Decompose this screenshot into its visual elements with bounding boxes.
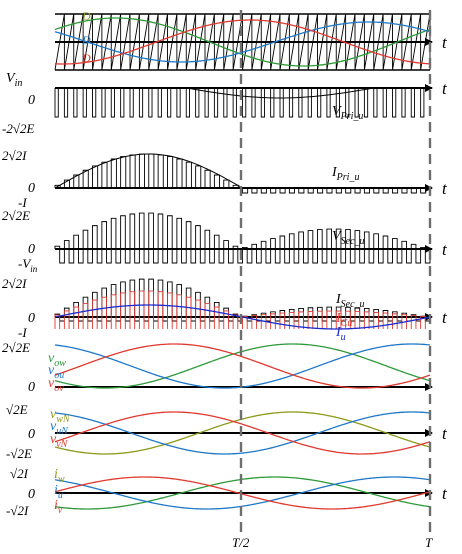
- iv-curve: [54, 476, 431, 510]
- half-period-label: T/2: [232, 535, 250, 550]
- duty-curve-a: [54, 17, 431, 67]
- y-bottom-label: -√2E: [6, 446, 32, 461]
- panel-isec: 2√2I 0 -I ISec_u ICu Iu t: [2, 276, 448, 343]
- y-top-label: √2E: [6, 402, 28, 417]
- time-label: t: [442, 240, 448, 259]
- panel-ipri: 2√2I 0 -I IPri_u t: [2, 148, 448, 210]
- y-bottom-label: -Vin: [18, 256, 38, 274]
- vsec-curve-label: VSec_u: [332, 229, 364, 247]
- y-top-label: 2√2I: [2, 148, 27, 163]
- y-top-label: 2√2E: [2, 208, 30, 223]
- vvn-label: vvN: [50, 432, 69, 450]
- panel-iout: √2I 0 -√2I iw iu iv t: [6, 466, 448, 518]
- panel-vsec: 2√2E 0 -Vin VSec_u t: [2, 208, 448, 274]
- duty-label-c: D: [81, 51, 91, 65]
- y-top-label: √2I: [10, 466, 29, 481]
- y-top-label: 2√2I: [2, 276, 27, 291]
- panel-carrier: D D D t: [54, 9, 448, 71]
- panel-vpri: Vin 0 -2√2E VPri_u t: [2, 71, 448, 136]
- y-bottom-label: -I: [18, 325, 27, 340]
- panel-von: √2E 0 -√2E vwN vuN vvN t: [6, 402, 448, 461]
- vun-curve: [54, 411, 431, 455]
- time-label: t: [442, 33, 448, 52]
- vow-curve: [54, 343, 431, 389]
- iu-label: iu: [54, 483, 63, 501]
- y-zero-label: 0: [28, 93, 35, 108]
- panel-vo: 2√2E 0 vow vou vov: [2, 340, 433, 395]
- duty-curve-b: [54, 21, 431, 63]
- vvn-curve: [54, 411, 431, 455]
- time-label: t: [442, 424, 448, 443]
- ipri-curve-label: IPri_u: [331, 165, 359, 183]
- vov-label: vov: [48, 376, 64, 394]
- time-label: t: [442, 79, 448, 98]
- y-bottom-label: -√2I: [6, 503, 29, 518]
- period-end-label: T: [425, 535, 433, 550]
- vwn-label: vwN: [50, 407, 71, 425]
- iw-label: iw: [54, 467, 65, 485]
- vwn-curve: [54, 411, 431, 455]
- iw-curve: [54, 476, 431, 510]
- y-bottom-label: -2√2E: [2, 121, 34, 136]
- duty-curve-c: [54, 19, 431, 65]
- iv-label: iv: [54, 498, 63, 516]
- y-zero-label: 0: [28, 380, 35, 395]
- vun-label: vuN: [50, 419, 69, 437]
- vou-label: vou: [48, 363, 64, 381]
- iu-curve-label: Iu: [335, 325, 346, 343]
- vpri-envelope: [55, 87, 430, 99]
- vpri-curve-label: VPri_u: [332, 104, 363, 122]
- icu-curve-label: ICu: [335, 311, 352, 329]
- isec-pulse-train: [54, 278, 430, 322]
- vow-label: vow: [48, 351, 66, 369]
- ipri-envelope: [54, 153, 430, 189]
- y-zero-label: 0: [28, 427, 35, 442]
- vou-curve: [54, 343, 431, 389]
- vov-curve: [54, 343, 431, 389]
- iu-sine: [54, 304, 431, 330]
- time-label: t: [442, 484, 448, 503]
- time-label: t: [442, 179, 448, 198]
- duty-label-b: D: [81, 33, 91, 47]
- carrier-sawtooth: [54, 13, 431, 71]
- y-top-label: 2√2E: [2, 340, 30, 355]
- y-zero-label: 0: [28, 242, 35, 257]
- vpri-pulse-train: [54, 88, 425, 118]
- iu-curve: [54, 476, 431, 510]
- y-zero-label: 0: [28, 181, 35, 196]
- y-zero-label: 0: [28, 311, 35, 326]
- y-zero-label: 0: [28, 487, 35, 502]
- duty-label-a: D: [81, 9, 91, 23]
- isec-curve-label: ISec_u: [335, 292, 365, 310]
- icu-pulse-train: [54, 290, 426, 329]
- vsec-pulse-train: [54, 212, 431, 264]
- y-bottom-label: -I: [18, 195, 27, 210]
- time-label: t: [442, 308, 448, 327]
- y-top-label: Vin: [6, 71, 22, 89]
